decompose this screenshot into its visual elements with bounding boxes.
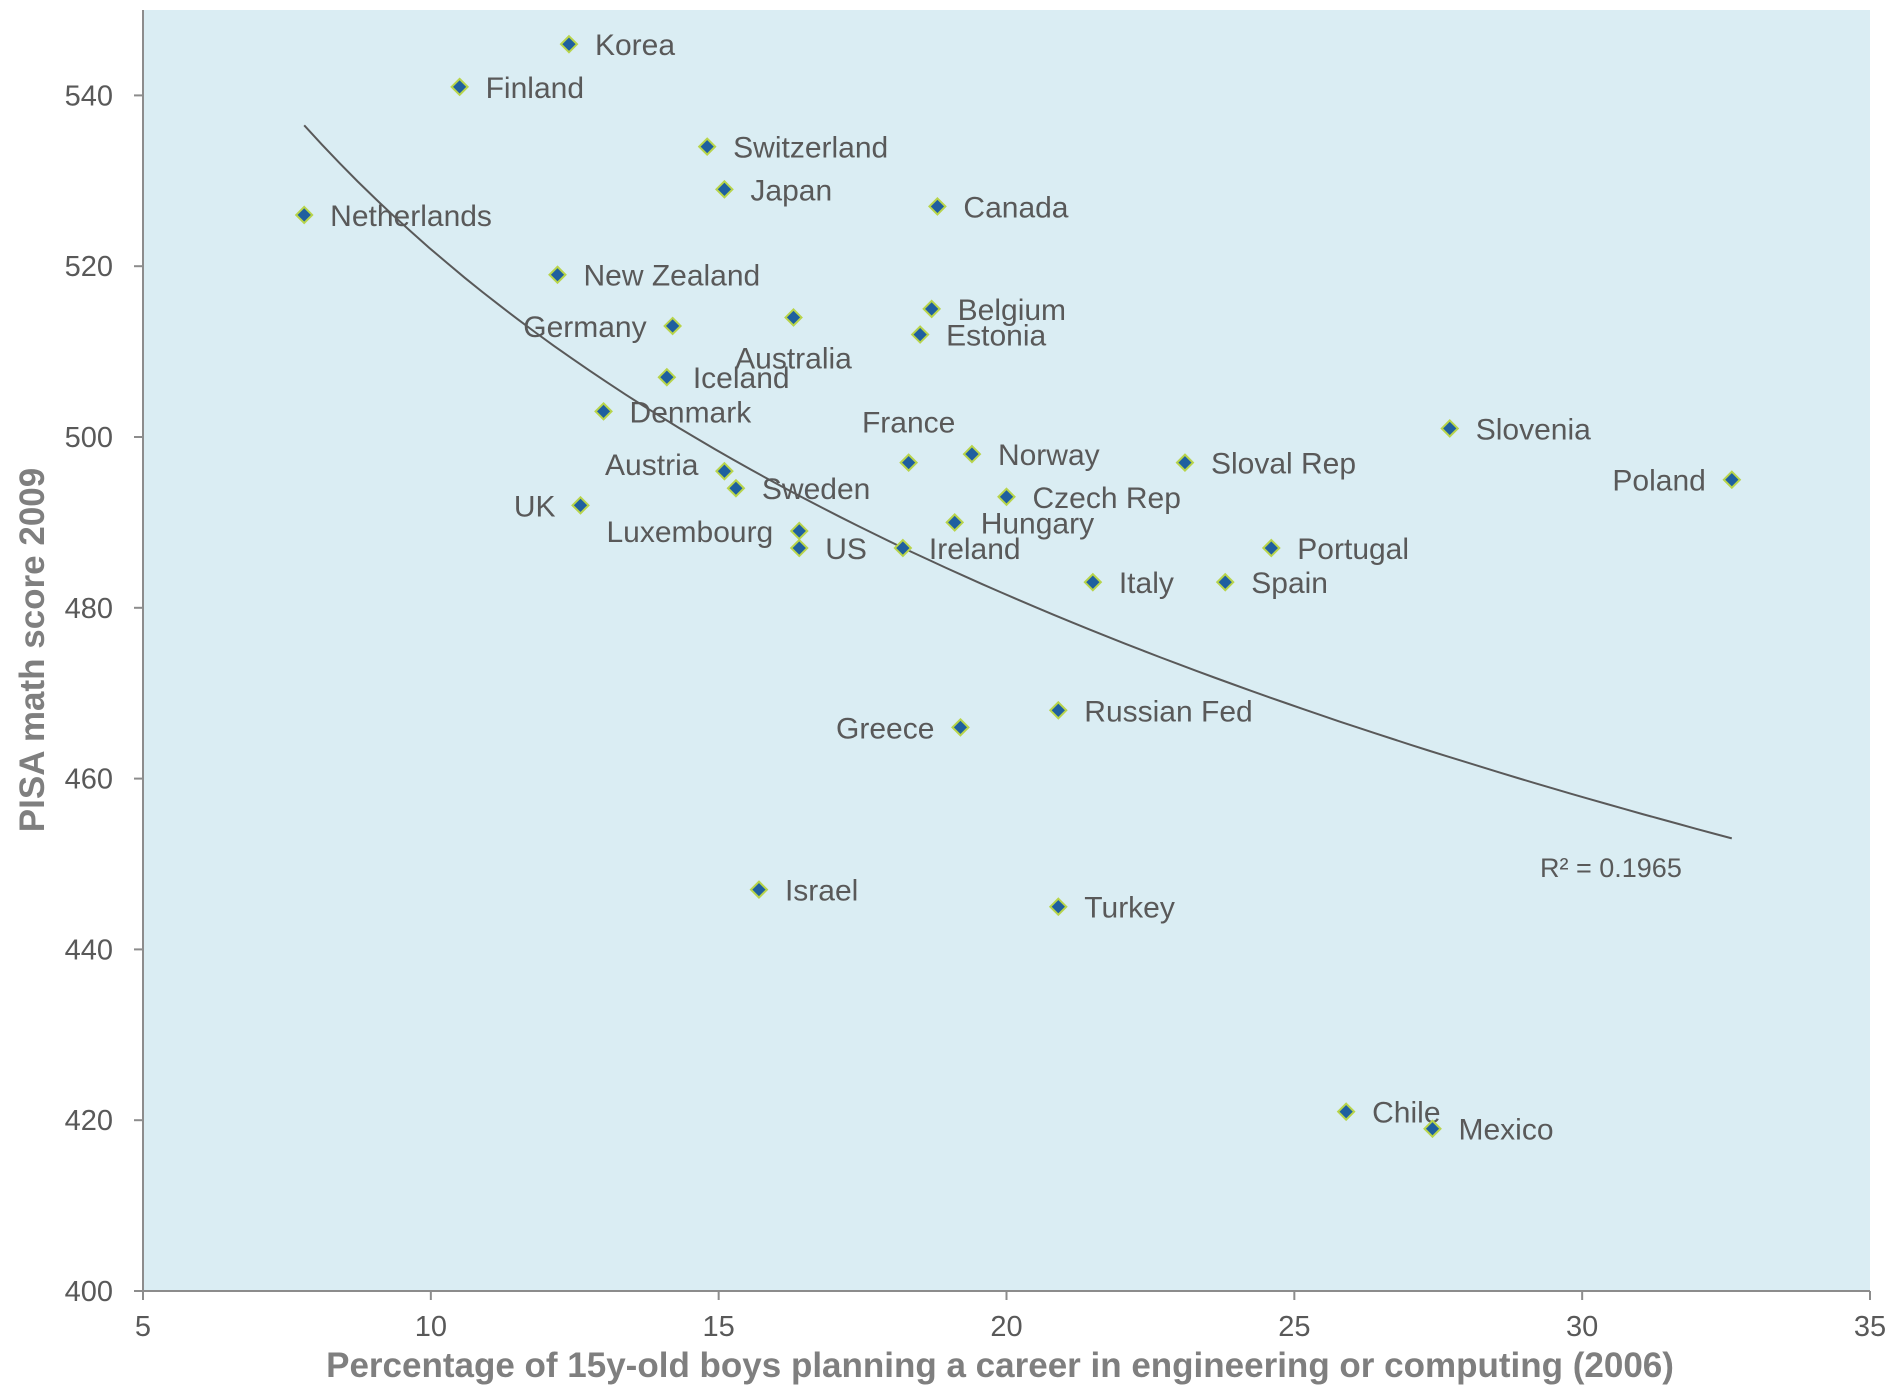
data-point-label: UK <box>514 490 556 523</box>
data-point-label: Russian Fed <box>1084 695 1252 728</box>
x-axis-ticks: 5 10 15 20 25 30 35 <box>135 1291 1886 1343</box>
data-point-marker <box>899 453 919 473</box>
data-point-marker <box>1175 453 1195 473</box>
y-tick-label: 540 <box>65 80 113 112</box>
data-point-label: US <box>825 533 867 566</box>
data-point-label: Mexico <box>1458 1114 1553 1147</box>
data-point-label: Finland <box>486 72 584 105</box>
data-point-label: Sweden <box>762 473 870 506</box>
data-point-marker <box>559 34 579 54</box>
data-point-marker <box>1048 897 1068 917</box>
data-point-marker <box>997 487 1016 507</box>
x-tick-label: 30 <box>1566 1311 1598 1343</box>
data-point-marker <box>571 495 590 515</box>
y-tick-label: 460 <box>65 764 113 796</box>
data-point-label: Japan <box>750 174 832 207</box>
data-point-marker <box>1215 572 1235 592</box>
data-point-marker <box>1261 538 1281 558</box>
y-tick-label: 420 <box>65 1105 113 1137</box>
data-point-label: Greece <box>836 712 934 745</box>
data-point-label: New Zealand <box>583 260 760 293</box>
data-point-marker <box>749 880 769 900</box>
y-tick-label: 520 <box>65 251 113 283</box>
data-point-label: Canada <box>963 191 1068 224</box>
data-point-label: Spain <box>1251 567 1328 600</box>
x-axis-title: Percentage of 15y-old boys planning a ca… <box>326 1346 1674 1385</box>
data-point-label: Slovenia <box>1476 413 1591 446</box>
data-point-label: Netherlands <box>330 200 492 233</box>
data-point-label: Germany <box>523 311 646 344</box>
data-point-marker <box>663 316 683 336</box>
data-point-marker <box>1440 419 1460 438</box>
x-tick-label: 25 <box>1278 1311 1310 1343</box>
x-tick-label: 35 <box>1854 1311 1886 1343</box>
y-axis-title: PISA math score 2009 <box>13 468 52 832</box>
data-point-marker <box>893 538 913 558</box>
data-point-marker <box>928 197 947 216</box>
data-point-label: Sloval Rep <box>1211 448 1356 481</box>
data-point-label: France <box>862 407 955 440</box>
data-point-marker <box>715 461 734 481</box>
data-point-marker <box>1336 1102 1356 1122</box>
data-point-label: Luxembourg <box>606 516 773 549</box>
data-point-label: Turkey <box>1084 892 1175 925</box>
data-point-marker <box>1048 700 1068 720</box>
data-point-marker <box>910 325 930 344</box>
data-point-marker <box>294 205 314 225</box>
data-point-marker <box>697 137 717 157</box>
data-point-marker <box>784 308 803 327</box>
data-point-marker <box>922 299 942 319</box>
data-points: Korea Finland Switzerland Japan Canada Nether… <box>294 29 1742 1147</box>
data-point-marker <box>450 77 470 97</box>
y-axis-ticks: 400 420 440 460 480 500 520 540 <box>65 80 143 1308</box>
data-point-marker <box>945 512 965 532</box>
x-tick-label: 20 <box>990 1311 1022 1343</box>
data-point-label: Czech Rep <box>1033 482 1181 515</box>
plot-area <box>143 10 1870 1291</box>
data-point-label: Italy <box>1119 567 1174 600</box>
data-point-label: Switzerland <box>733 132 888 165</box>
trendline <box>303 124 1733 840</box>
data-point-marker <box>789 538 809 558</box>
x-tick-label: 15 <box>703 1311 735 1343</box>
y-tick-label: 500 <box>65 422 113 454</box>
data-point-marker <box>657 367 677 387</box>
data-point-marker <box>1083 572 1103 592</box>
data-point-label: Poland <box>1612 465 1705 498</box>
y-tick-label: 400 <box>65 1276 113 1308</box>
data-point-label: Norway <box>998 439 1100 472</box>
y-tick-label: 440 <box>65 934 113 966</box>
y-tick-label: 480 <box>65 593 113 625</box>
data-point-label: Hungary <box>981 507 1094 540</box>
data-point-marker <box>962 444 982 464</box>
data-point-marker <box>548 265 567 285</box>
data-point-marker <box>594 401 613 421</box>
data-point-label: Denmark <box>630 396 753 429</box>
data-point-label: Belgium <box>958 294 1066 327</box>
data-point-label: Ireland <box>929 533 1021 566</box>
data-point-label: Estonia <box>946 320 1046 353</box>
data-point-marker <box>951 717 970 737</box>
data-point-marker <box>715 179 734 199</box>
x-tick-label: 5 <box>135 1311 151 1343</box>
data-point-label: Korea <box>595 29 675 62</box>
r-squared-label: R² = 0.1965 <box>1540 853 1682 883</box>
data-point-marker <box>726 478 746 498</box>
data-point-label: Portugal <box>1297 533 1409 566</box>
data-point-marker <box>1423 1119 1442 1139</box>
data-point-label: Israel <box>785 875 858 908</box>
x-tick-label: 10 <box>415 1311 447 1343</box>
data-point-label: Australia <box>735 342 852 375</box>
data-point-label: Austria <box>605 449 699 482</box>
data-point-marker <box>1722 470 1742 490</box>
data-point-label: Iceland <box>693 362 790 395</box>
